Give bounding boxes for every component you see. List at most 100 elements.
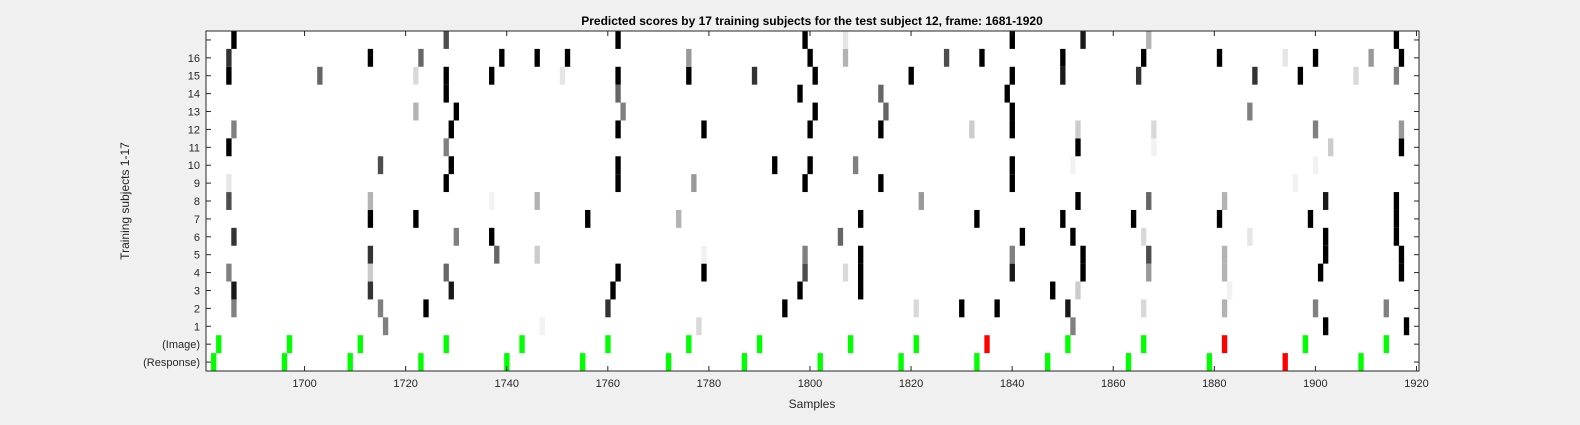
heatmap-cell <box>1060 48 1066 67</box>
heatmap-cell <box>1353 66 1359 85</box>
heatmap-cell <box>615 120 621 139</box>
heatmap-cell <box>367 48 374 67</box>
heatmap-cell <box>1368 48 1374 67</box>
heatmap-cell <box>1075 138 1081 157</box>
heatmap-cell <box>226 48 232 67</box>
heatmap-cell <box>847 335 854 354</box>
heatmap-cell <box>357 335 363 354</box>
heatmap-cell <box>1146 263 1152 282</box>
heatmap-cell <box>969 120 975 139</box>
heatmap-cell <box>1282 353 1288 371</box>
heatmap-cell <box>1322 192 1329 210</box>
heatmap-cell <box>797 281 803 300</box>
heatmap-cell <box>1393 31 1400 49</box>
heatmap-cell <box>782 299 788 318</box>
y-tick-label: 16 <box>188 53 200 65</box>
heatmap-cell <box>665 353 672 371</box>
heatmap-cell <box>211 353 217 371</box>
heatmap-cell <box>959 299 965 318</box>
heatmap-cell <box>1125 353 1132 371</box>
heatmap-cell <box>559 66 566 85</box>
heatmap-cell <box>1328 138 1334 157</box>
heatmap-cell <box>1221 245 1228 264</box>
y-tick-label: 14 <box>188 89 200 101</box>
heatmap-cell <box>1009 31 1015 49</box>
heatmap-cell <box>1009 156 1015 175</box>
heatmap-cell <box>317 66 323 85</box>
heatmap-cell <box>377 299 384 318</box>
heatmap-cell <box>1060 66 1066 85</box>
y-tick-label: 2 <box>194 303 200 315</box>
heatmap-cell <box>1221 263 1228 282</box>
x-tick-label: 1920 <box>1404 378 1428 390</box>
heatmap-cell <box>1398 263 1405 282</box>
heatmap-cell <box>857 209 864 228</box>
heatmap-cell <box>994 299 1000 318</box>
heatmap-cell <box>1221 192 1228 210</box>
heatmap-cell <box>1312 48 1319 67</box>
y-axis-label: Training subjects 1-17 <box>118 142 132 260</box>
heatmap-cell <box>620 102 626 121</box>
x-tick-label: 1800 <box>798 378 822 390</box>
y-tick-label: 10 <box>188 160 200 172</box>
heatmap-cell <box>1206 353 1213 371</box>
heatmap-cell <box>1252 66 1258 85</box>
heatmap-cell <box>852 156 859 175</box>
heatmap-cell <box>504 353 510 371</box>
y-tick-label: 15 <box>188 71 200 83</box>
heatmap-cell <box>878 174 884 193</box>
heatmap-cell <box>1075 120 1081 139</box>
heatmap-cell <box>580 353 586 371</box>
y-tick-label: 4 <box>194 268 200 280</box>
heatmap-cell <box>226 192 232 210</box>
heatmap-cell <box>1009 66 1015 85</box>
heatmap-cell <box>1080 31 1086 49</box>
heatmap-cell <box>1070 156 1076 175</box>
heatmap-cell <box>1383 335 1389 354</box>
heatmap-cell <box>423 299 429 318</box>
heatmap-cell <box>534 245 540 264</box>
heatmap-cell <box>1322 317 1329 336</box>
heatmap-cell <box>448 156 454 175</box>
heatmap-cell <box>1358 353 1364 371</box>
heatmap-cell <box>418 48 424 67</box>
heatmap-cell <box>1393 227 1400 246</box>
heatmap-cell <box>615 84 621 103</box>
heatmap-cell <box>913 299 919 318</box>
y-tick-label: (Image) <box>162 339 200 351</box>
heatmap-cell <box>605 335 611 354</box>
heatmap-cell <box>1004 84 1010 103</box>
heatmap-cell <box>974 209 980 228</box>
heatmap-cell <box>443 138 449 157</box>
heatmap-cell <box>1297 66 1304 85</box>
heatmap-cell <box>226 174 232 193</box>
heatmap-cell <box>1009 245 1015 264</box>
heatmap-cell <box>802 245 808 264</box>
heatmap-cell <box>1393 192 1400 210</box>
heatmap-cell <box>817 353 823 371</box>
heatmap-cell <box>1065 335 1071 354</box>
heatmap-cell <box>413 102 419 121</box>
heatmap-cell <box>807 120 813 139</box>
heatmap-cell <box>539 317 545 336</box>
heatmap-cell <box>231 281 237 300</box>
heatmap-cell <box>216 335 222 354</box>
heatmap-cell <box>1398 245 1405 264</box>
heatmap-cell <box>1065 299 1071 318</box>
heatmap-cell <box>605 299 611 318</box>
heatmap-cell <box>226 263 232 282</box>
y-tick-label: 8 <box>194 196 200 208</box>
heatmap-cell <box>1050 281 1056 300</box>
heatmap-cell <box>842 48 849 67</box>
heatmap-cell <box>1019 227 1026 246</box>
y-tick-label: 7 <box>194 214 200 226</box>
heatmap-cell <box>1070 227 1076 246</box>
heatmap-cell <box>1130 209 1137 228</box>
heatmap-cell <box>453 227 459 246</box>
heatmap-cell <box>1221 299 1228 318</box>
heatmap-cell <box>367 281 374 300</box>
heatmap-cell <box>534 192 540 210</box>
heatmap-cell <box>382 317 389 336</box>
heatmap-cell <box>878 120 884 139</box>
